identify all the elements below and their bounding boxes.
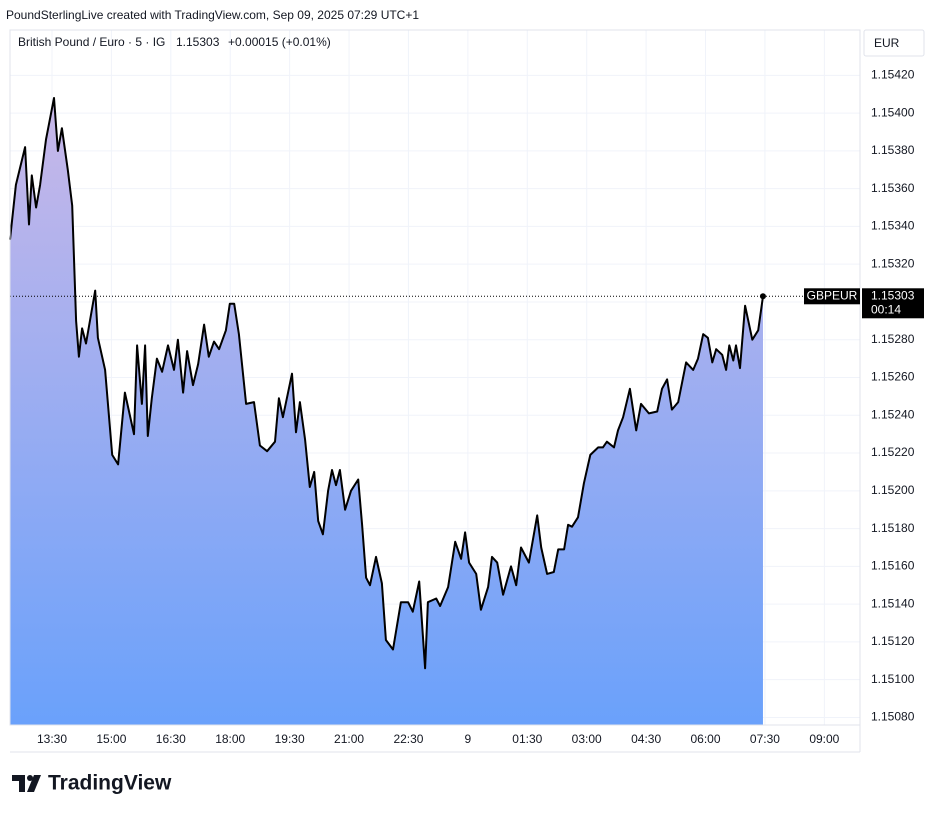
plot-frame — [9, 29, 861, 726]
area-fill — [10, 98, 763, 725]
currency-box — [863, 29, 925, 57]
y-tick-label: 1.15240 — [871, 407, 915, 421]
credit: PoundSterlingLive created with TradingVi… — [6, 8, 419, 22]
y-tick-label: 1.15120 — [871, 634, 915, 648]
y-tick-label: 1.15160 — [871, 559, 915, 573]
y-tick-label: 1.15180 — [871, 521, 915, 535]
symbol-tag — [804, 288, 860, 305]
y-tick-label: 1.15340 — [871, 219, 915, 233]
x-tick-label: 07:30 — [750, 732, 780, 746]
x-tick-label: 21:00 — [334, 732, 364, 746]
symbol-title: British Pound / Euro · 5 · IG — [18, 35, 165, 49]
price-line — [9, 97, 764, 670]
x-tick-label: 01:30 — [512, 732, 542, 746]
brand-name: TradingView — [48, 772, 172, 795]
currency: EUR — [874, 36, 900, 50]
price-change: +0.00015 (+0.01%) — [228, 35, 331, 49]
x-tick-label: 19:30 — [275, 732, 305, 746]
y-tick-label: 1.15140 — [871, 596, 915, 610]
brand-logo: TradingView — [12, 772, 172, 795]
x-tick-label: 09:00 — [809, 732, 839, 746]
y-tick-label: 1.15260 — [871, 370, 915, 384]
price-tag-countdown: 00:14 — [871, 302, 901, 316]
x-tick-label: 18:00 — [215, 732, 245, 746]
x-tick-label: 04:30 — [631, 732, 661, 746]
y-tick-label: 1.15320 — [871, 256, 915, 270]
price-tag-value: 1.15303 — [871, 288, 915, 302]
last-point — [759, 293, 766, 300]
y-tick-label: 1.15100 — [871, 672, 915, 686]
y-tick-label: 1.15380 — [871, 143, 915, 157]
price-tag — [862, 288, 924, 319]
y-tick-label: 1.15220 — [871, 445, 915, 459]
y-tick-label: 1.15080 — [871, 710, 915, 724]
x-tick-label: 03:00 — [572, 732, 602, 746]
x-tick-label: 9 — [465, 732, 472, 746]
symbol-tag-label: GBPEUR — [807, 288, 858, 302]
x-tick-label: 16:30 — [156, 732, 186, 746]
y-tick-label: 1.15200 — [871, 483, 915, 497]
x-tick-label: 13:30 — [37, 732, 67, 746]
x-tick-label: 15:00 — [96, 732, 126, 746]
x-tick-label: 06:00 — [691, 732, 721, 746]
y-tick-label: 1.15360 — [871, 181, 915, 195]
y-tick-label: 1.15420 — [871, 67, 915, 81]
last-price: 1.15303 — [176, 35, 220, 49]
y-tick-label: 1.15400 — [871, 105, 915, 119]
x-tick-label: 22:30 — [393, 732, 423, 746]
y-tick-label: 1.15280 — [871, 332, 915, 346]
